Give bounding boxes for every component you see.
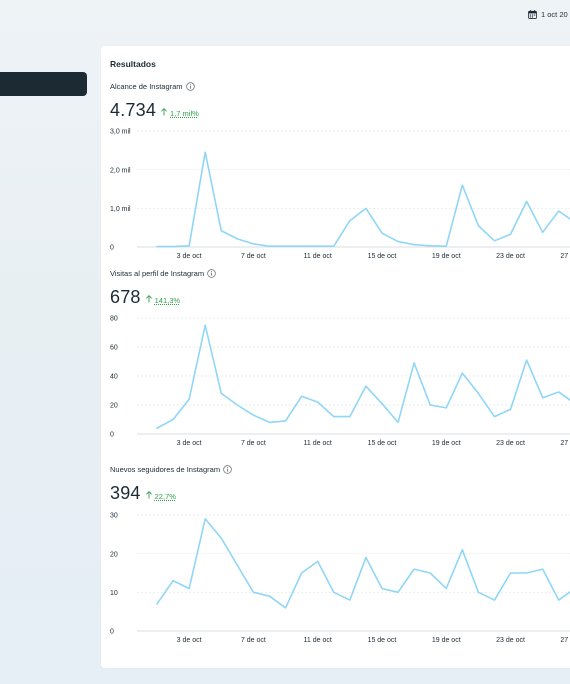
x-tick-label: 19 de oct xyxy=(432,253,461,260)
metric-row: 678 141,3% xyxy=(110,287,180,308)
x-tick-label: 23 de oct xyxy=(496,637,525,644)
y-tick-label: 10 xyxy=(110,590,118,597)
x-tick-label: 27 de oct xyxy=(560,637,570,644)
delta-text[interactable]: 1,7 mil% xyxy=(170,109,199,118)
info-icon[interactable] xyxy=(207,269,216,278)
y-tick-label: 20 xyxy=(110,551,118,558)
arrow-up-icon xyxy=(161,108,167,116)
y-tick-label: 60 xyxy=(110,345,118,352)
metric-label: Alcance de Instagram xyxy=(110,82,195,91)
x-tick-label: 19 de oct xyxy=(432,637,461,644)
x-tick-label: 27 de oct xyxy=(560,253,570,260)
x-tick-label: 11 de oct xyxy=(304,253,332,260)
y-tick-label: 2,0 mil xyxy=(110,167,131,174)
metric-label: Visitas al perfil de Instagram xyxy=(110,269,216,278)
y-tick-label: 0 xyxy=(110,245,114,252)
calendar-icon xyxy=(528,10,537,19)
metric-label-text: Alcance de Instagram xyxy=(110,82,183,91)
x-tick-label: 19 de oct xyxy=(432,440,461,447)
metric-value: 4.734 xyxy=(110,100,157,120)
metric-value: 394 xyxy=(110,483,141,503)
series-line xyxy=(156,151,570,248)
delta-badge: 22,7% xyxy=(145,491,176,501)
delta-text[interactable]: 22,7% xyxy=(154,492,176,501)
delta-badge: 141,3% xyxy=(145,295,181,305)
metric-label: Nuevos seguidores de Instagram xyxy=(110,465,232,474)
metric-value: 678 xyxy=(110,287,141,307)
x-tick-label: 3 de oct xyxy=(177,440,202,447)
profile-visits-line-chart: 0 20 40 60 80 3 de oct 7 de oct 11 de oct 15 de … xyxy=(110,316,570,447)
series-line xyxy=(156,518,570,609)
x-tick-label: 23 de oct xyxy=(496,440,525,447)
metric-row: 394 22,7% xyxy=(110,483,176,504)
x-tick-label: 7 de oct xyxy=(241,637,266,644)
x-tick-label: 15 de oct xyxy=(368,440,397,447)
y-tick-label: 1,0 mil xyxy=(110,206,131,213)
x-tick-label: 11 de oct xyxy=(304,637,332,644)
series-line xyxy=(156,324,570,430)
delta-text[interactable]: 141,3% xyxy=(154,296,181,305)
y-tick-label: 40 xyxy=(110,374,118,381)
results-card: Resultados Alcance de Instagram 4.734 1,… xyxy=(101,46,570,668)
y-tick-label: 0 xyxy=(110,629,114,636)
x-tick-label: 7 de oct xyxy=(241,440,266,447)
x-tick-label: 3 de oct xyxy=(177,253,202,260)
x-tick-label: 23 de oct xyxy=(496,253,525,260)
sidebar-selected-item[interactable] xyxy=(0,72,87,96)
info-icon[interactable] xyxy=(185,82,195,91)
x-tick-label: 15 de oct xyxy=(368,637,397,644)
x-tick-label: 7 de oct xyxy=(241,253,266,260)
card-title: Resultados xyxy=(110,59,156,69)
info-icon[interactable] xyxy=(223,465,232,474)
date-range-picker[interactable]: 1 oct 20 xyxy=(528,10,568,19)
y-tick-label: 3,0 mil xyxy=(110,129,131,136)
metric-label-text: Visitas al perfil de Instagram xyxy=(110,269,205,278)
x-tick-label: 15 de oct xyxy=(368,253,397,260)
x-tick-label: 3 de oct xyxy=(177,637,202,644)
y-tick-label: 30 xyxy=(110,513,118,520)
delta-badge: 1,7 mil% xyxy=(161,108,199,118)
new-followers-line-chart: 0 10 20 30 3 de oct 7 de oct 11 de oct 15 de oc… xyxy=(110,513,570,644)
reach-line-chart: 0 1,0 mil 2,0 mil 3,0 mil 3 de oct 7 de oct 11… xyxy=(110,129,570,260)
metric-row: 4.734 1,7 mil% xyxy=(110,100,199,121)
y-tick-label: 20 xyxy=(110,403,118,410)
x-tick-label: 27 de oct xyxy=(560,440,570,447)
arrow-up-icon xyxy=(145,491,152,499)
y-tick-label: 80 xyxy=(110,316,118,323)
date-range-text: 1 oct 20 xyxy=(541,10,568,19)
x-tick-label: 11 de oct xyxy=(304,440,332,447)
arrow-up-icon xyxy=(145,295,152,303)
metric-label-text: Nuevos seguidores de Instagram xyxy=(110,465,221,474)
y-tick-label: 0 xyxy=(110,432,114,439)
